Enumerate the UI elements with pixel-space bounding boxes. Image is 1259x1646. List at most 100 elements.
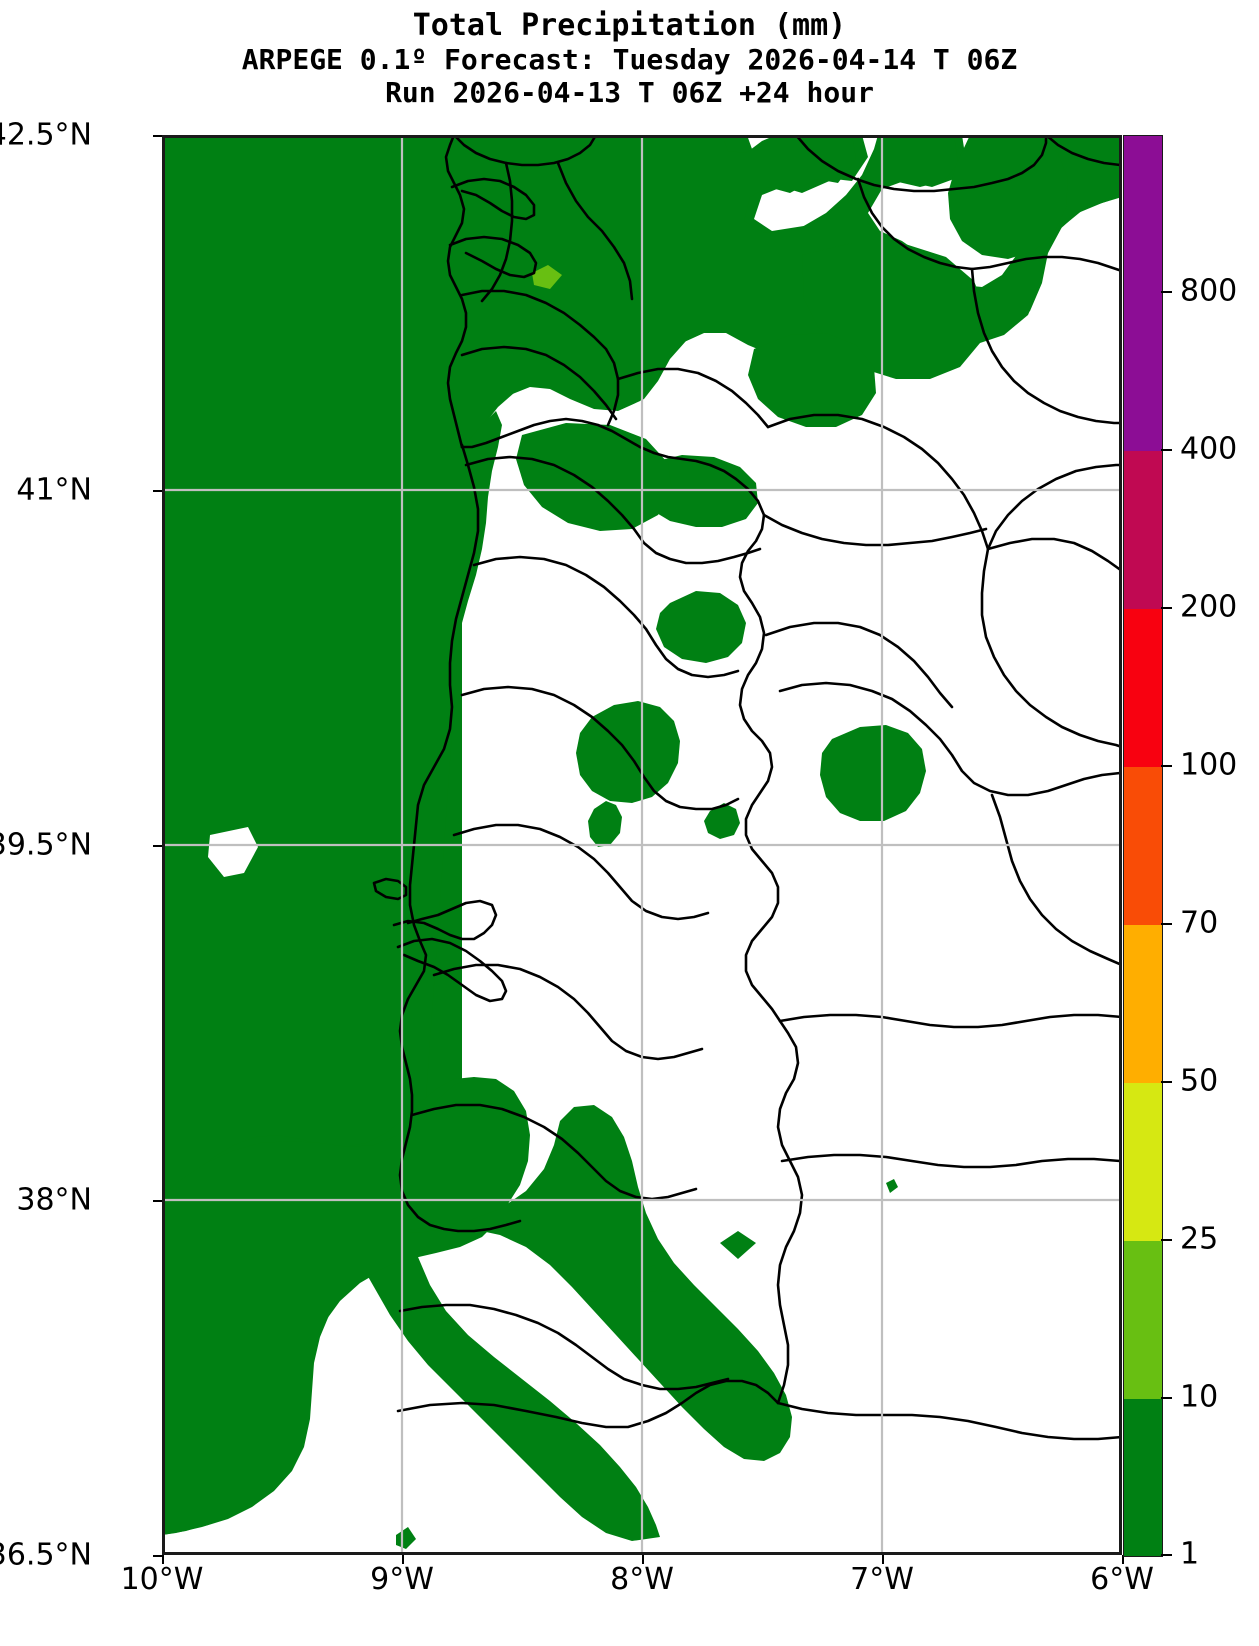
border-pt-alentejo-s: [410, 1103, 698, 1201]
xlabel-7w: 7°W: [850, 1562, 914, 1597]
ytick-38n: [153, 1200, 162, 1202]
border-pt-beira-litoral: [472, 555, 740, 679]
precip-cell-alentejo-diamond: [720, 1231, 756, 1259]
border-portugal-spain-north: [460, 417, 766, 517]
coastline-galicia-north: [452, 135, 598, 167]
coastline-cantabrian: [794, 135, 1048, 193]
colorbar-segment-800-plus: [1124, 136, 1162, 293]
colorbar-tick-400: [1161, 449, 1172, 451]
colorbar-tick-50: [1161, 1081, 1172, 1083]
ylabel-36-5n: 36.5°N: [0, 1537, 92, 1573]
precip-cell-ribatejo: [704, 803, 740, 839]
border-galicia-province-3: [556, 161, 634, 301]
coastline-setubal-estuary: [392, 899, 498, 941]
colorbar-label-10: 10: [1180, 1379, 1219, 1415]
ytick-41n: [153, 490, 162, 492]
xlabel-8w: 8°W: [610, 1562, 674, 1597]
precipitation-map: [162, 135, 1122, 1555]
border-portugal-spain-central: [738, 513, 782, 1023]
border-pt-alentejo-n: [432, 963, 704, 1061]
ylabel-38n: 38°N: [16, 1182, 92, 1218]
precip-polygon-algarve-tongue: [400, 1105, 792, 1461]
precip-polygon-sw-tongue: [222, 1179, 660, 1541]
border-pt-minho: [460, 345, 618, 421]
colorbar-segment-50-70: [1124, 925, 1162, 1083]
map-boundaries: [372, 135, 1122, 1441]
colorbar-segment-200-400: [1124, 451, 1162, 609]
colorbar-label-400: 400: [1180, 431, 1238, 467]
colorbar-label-100: 100: [1180, 747, 1238, 783]
colorbar-segment-100-200: [1124, 609, 1162, 767]
border-pt-algarve: [398, 1303, 730, 1391]
precip-speck-extremadura: [886, 1179, 898, 1193]
precip-cell-central-small: [588, 801, 622, 847]
border-spain-cyl-3: [980, 547, 1122, 749]
precip-polygon-coastal-strip: [424, 411, 502, 1225]
ytick-42-5n: [153, 135, 162, 137]
ylabel-42-5n: 42.5°N: [0, 117, 92, 153]
border-spain-rioja: [986, 463, 1122, 551]
border-spain-extremadura-north: [778, 681, 1122, 797]
colorbar-tick-200: [1161, 607, 1172, 609]
precip-cell-10-25-north: [532, 265, 562, 289]
precip-patch-ne-4: [748, 333, 876, 427]
precip-gap-ocean: [208, 827, 258, 877]
chart-subtitle-forecast: ARPEGE 0.1º Forecast: Tuesday 2026-04-14…: [241, 43, 1018, 77]
chart-title-block: Total Precipitation (mm) ARPEGE 0.1º For…: [0, 8, 1259, 109]
colorbar-segment-1-10: [1124, 1399, 1162, 1556]
xtick-6w: [1122, 1555, 1124, 1564]
border-spain-andalucia-north: [780, 1153, 1122, 1169]
precip-cell-beira: [656, 591, 746, 663]
chart-subtitle-run: Run 2026-04-13 T 06Z +24 hour: [385, 76, 874, 110]
ylabel-41n: 41°N: [16, 472, 92, 508]
border-spain-cyl-2: [986, 537, 1122, 573]
xtick-7w: [882, 1555, 884, 1564]
border-spain-andalucia-1: [990, 793, 1122, 967]
precip-patch-nw-inland: [516, 423, 672, 531]
xlabel-9w: 9°W: [370, 1562, 434, 1597]
colorbar-label-25: 25: [1180, 1221, 1219, 1257]
colorbar-label-1: 1: [1180, 1536, 1200, 1572]
xtick-10w: [162, 1555, 164, 1564]
colorbar-label-70: 70: [1180, 905, 1219, 941]
precip-cell-salamanca: [820, 725, 926, 821]
ytick-39-5n: [153, 845, 162, 847]
map-canvas: [162, 135, 1122, 1555]
xtick-9w: [402, 1555, 404, 1564]
coastline-cadiz: [776, 1401, 1122, 1441]
colorbar-tick-1: [1161, 1554, 1172, 1556]
xtick-8w: [642, 1555, 644, 1564]
precip-patch-ne-2: [948, 135, 1068, 259]
colorbar-segment-70-100: [1124, 767, 1162, 925]
border-galicia-inland: [460, 289, 620, 427]
ria-arousa: [448, 235, 538, 279]
colorbar-segment-10-25: [1124, 1241, 1162, 1399]
colorbar: [1123, 135, 1163, 1557]
colorbar-tick-70: [1161, 923, 1172, 925]
precip-band-10-25: [532, 265, 562, 289]
border-pt-beira-baixa: [460, 685, 740, 811]
coastline-galicia: [444, 135, 468, 449]
border-pt-ribatejo: [452, 823, 710, 921]
xlabel-10w: 10°W: [120, 1562, 204, 1597]
colorbar-segment-400-800: [1124, 293, 1162, 451]
map-gridlines: [162, 135, 1122, 1555]
ylabel-39-5n: 39.5°N: [0, 827, 92, 863]
ria-vigo: [450, 177, 536, 221]
border-asturias-leon: [856, 177, 974, 271]
lagoon-detail: [372, 877, 408, 901]
border-galicia-province-2: [616, 367, 770, 429]
border-galicia-province-1: [480, 161, 514, 303]
border-spain-cyl-1: [766, 413, 990, 551]
precip-polygon-alentejo-mass: [162, 1077, 530, 1535]
chart-title: Total Precipitation (mm): [412, 8, 847, 43]
colorbar-tick-10: [1161, 1397, 1172, 1399]
colorbar-label-200: 200: [1180, 589, 1238, 625]
border-spain-cyl-4: [762, 513, 988, 547]
border-spain-extremadura-mid: [778, 1013, 1122, 1029]
ytick-36-5n: [153, 1555, 162, 1557]
colorbar-segment-25-50: [1124, 1083, 1162, 1241]
border-guadiana: [776, 1019, 804, 1405]
precip-gap-regions: [208, 827, 258, 877]
